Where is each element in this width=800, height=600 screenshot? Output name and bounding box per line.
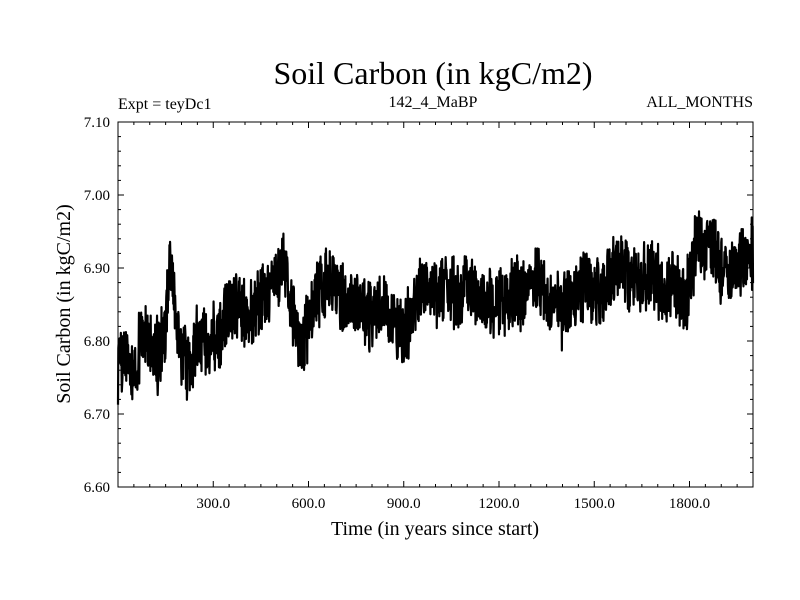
y-tick-label: 7.00 xyxy=(84,188,110,204)
time-period-label: 142_4_MaBP xyxy=(389,94,478,111)
x-tick-label: 1800.0 xyxy=(669,496,710,512)
y-axis-label: Soil Carbon (in kgC/m2) xyxy=(53,204,75,403)
data-layer xyxy=(116,210,755,405)
x-tick-label: 900.0 xyxy=(387,496,421,512)
x-tick-label: 300.0 xyxy=(196,496,230,512)
y-tick-label: 7.10 xyxy=(84,115,110,131)
x-axis-label: Time (in years since start) xyxy=(331,518,539,540)
y-tick-label: 6.90 xyxy=(84,261,110,277)
series-line-0 xyxy=(116,210,755,405)
chart-title: Soil Carbon (in kgC/m2) xyxy=(273,55,592,91)
x-tick-label: 600.0 xyxy=(292,496,326,512)
y-tick-label: 6.70 xyxy=(84,407,110,423)
x-axis: 300.0 600.0 900.0 1200.0 1500.0 1800.0 xyxy=(133,122,738,512)
y-axis: 6.60 6.70 6.80 6.90 7.00 7.10 xyxy=(84,115,753,496)
y-tick-label: 6.80 xyxy=(84,334,110,350)
experiment-label: Expt = teyDc1 xyxy=(118,96,211,113)
x-tick-label: 1500.0 xyxy=(574,496,615,512)
months-label: ALL_MONTHS xyxy=(646,94,753,111)
x-tick-label: 1200.0 xyxy=(478,496,519,512)
y-tick-label: 6.60 xyxy=(84,480,110,496)
